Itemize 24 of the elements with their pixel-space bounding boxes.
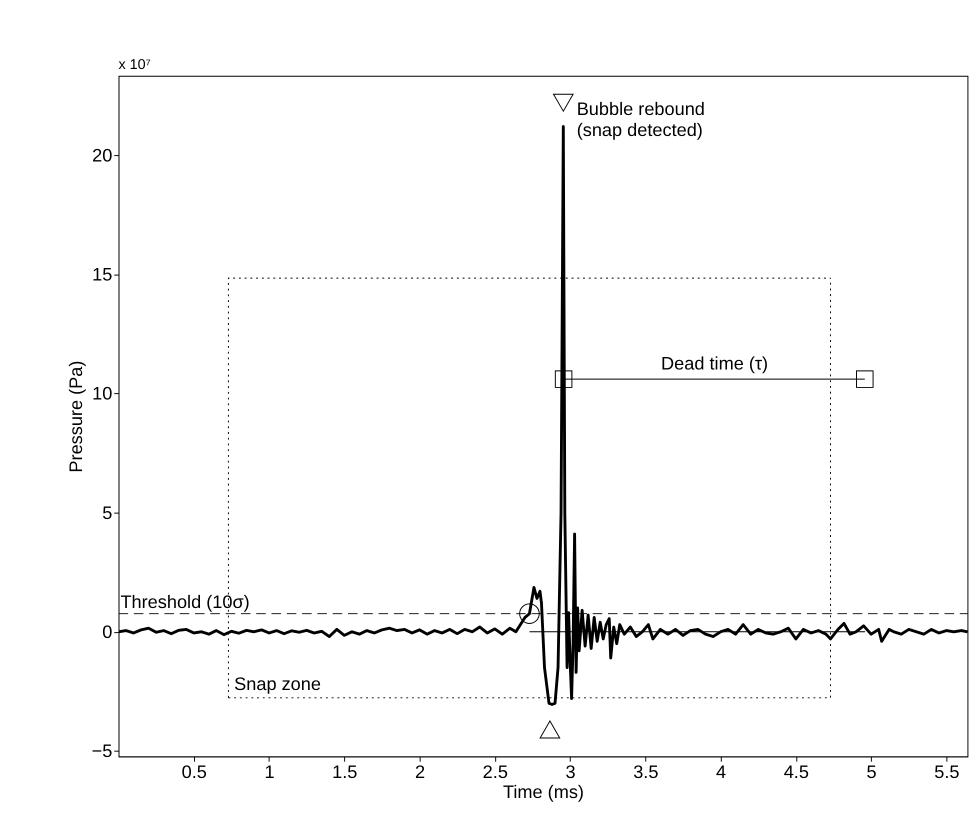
annotation: Bubble rebound (snap detected) bbox=[576, 99, 705, 140]
x-tick-label: 1 bbox=[264, 762, 275, 782]
x-tick-label: 4 bbox=[716, 762, 726, 782]
x-axis-title: Time (ms) bbox=[502, 782, 584, 802]
x-tick-label: 3.5 bbox=[633, 762, 658, 782]
y-tick-label: 20 bbox=[92, 145, 112, 166]
x-tick-label: 3 bbox=[566, 762, 576, 782]
x-tick-label: 2 bbox=[414, 762, 426, 782]
y-tick-label: −5 bbox=[92, 741, 112, 762]
y-tick-label: 0 bbox=[102, 622, 112, 642]
x-tick-label: 5 bbox=[866, 762, 877, 782]
y-axis-title: Pressure (Pa) bbox=[66, 360, 86, 473]
ref-line-label: Threshold (10σ) bbox=[120, 592, 250, 612]
x-tick-label: 2.5 bbox=[482, 762, 508, 782]
x-tick-label: 4.5 bbox=[784, 762, 809, 782]
y-tick-label: 5 bbox=[102, 502, 112, 523]
annotation: Dead time (τ) bbox=[661, 354, 768, 374]
text: x 10⁷ bbox=[118, 57, 151, 74]
x-tick-label: 5.5 bbox=[934, 762, 960, 782]
x-tick-label: 1.5 bbox=[332, 762, 358, 782]
x-tick-label: 0.5 bbox=[182, 762, 207, 782]
y-tick-label: 10 bbox=[92, 384, 112, 404]
y-tick-label: 15 bbox=[92, 264, 112, 285]
annotation: Snap zone bbox=[234, 674, 321, 694]
